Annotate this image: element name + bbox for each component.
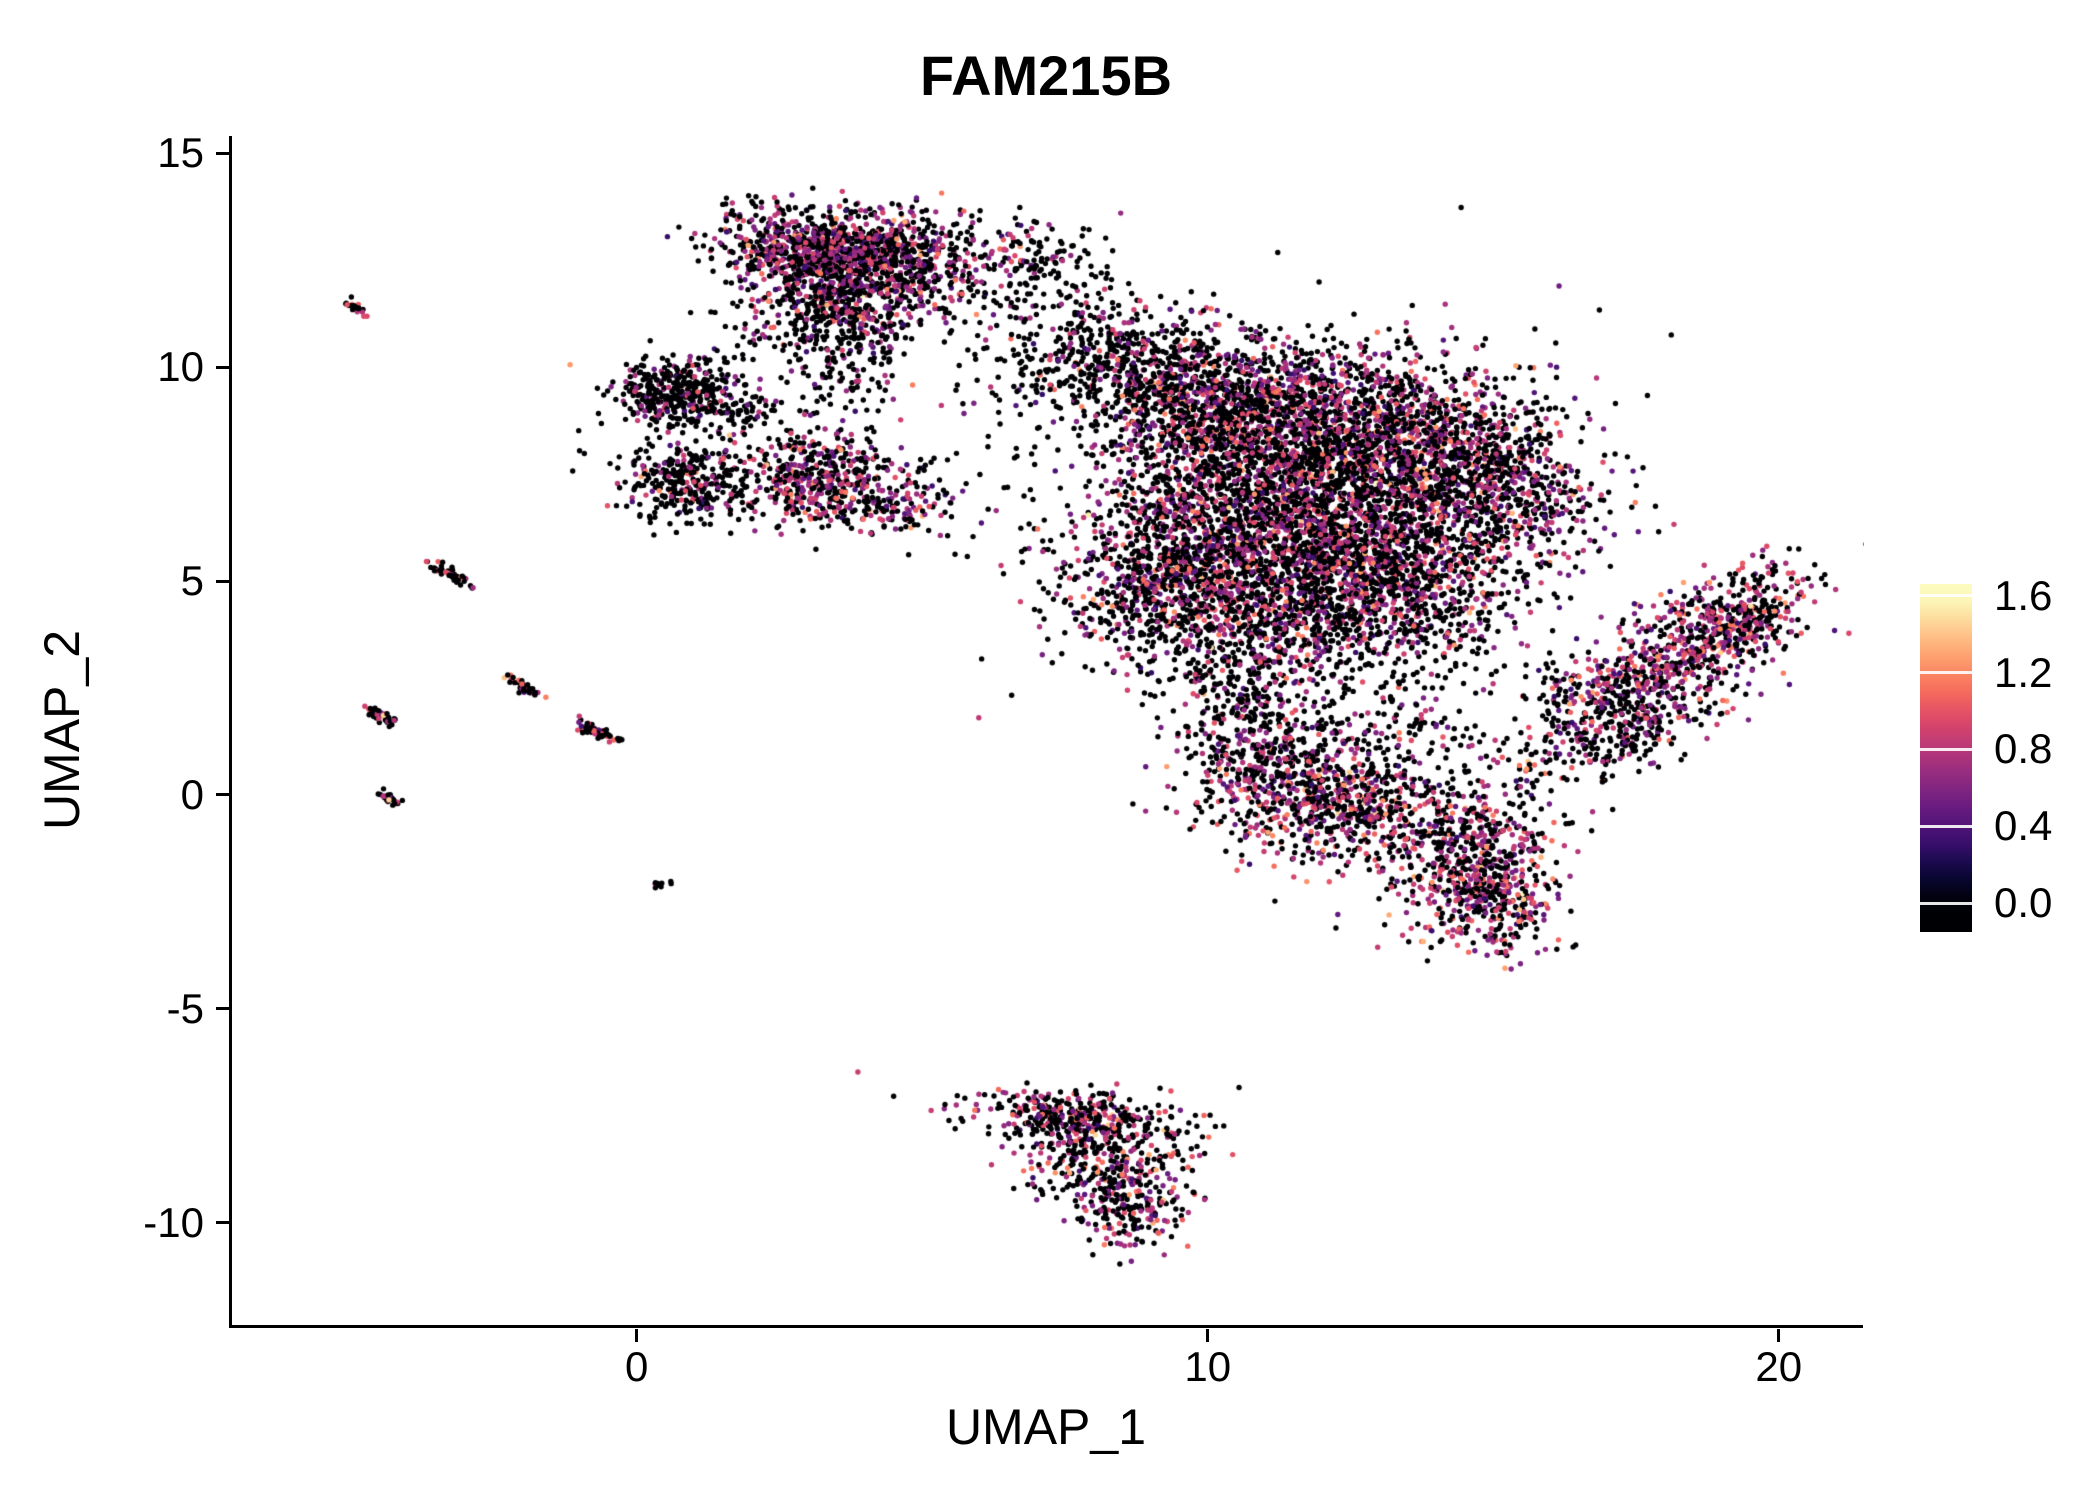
colorbar-tick-mark [1920, 594, 1972, 598]
y-tick-label: 15 [157, 129, 204, 177]
y-tick-label: -10 [143, 1198, 204, 1246]
y-tick-label: 0 [180, 770, 204, 818]
y-tick-mark [216, 579, 229, 583]
y-tick-label: -5 [166, 984, 204, 1032]
y-tick-label: 5 [180, 557, 204, 605]
colorbar-tick-mark [1920, 901, 1972, 905]
colorbar-tick-label: 0.0 [1994, 879, 2053, 926]
y-tick-mark [216, 1007, 229, 1011]
colorbar-gradient [1920, 584, 1972, 932]
y-tick-mark [216, 793, 229, 797]
y-tick-label: 10 [157, 343, 204, 391]
y-tick-mark [216, 365, 229, 369]
colorbar-tick-mark [1920, 671, 1972, 675]
x-tick-label: 0 [625, 1343, 649, 1390]
colorbar-tick-mark [1920, 747, 1972, 751]
colorbar-tick-label: 1.2 [1994, 648, 2053, 696]
x-axis-label: UMAP_1 [945, 1399, 1147, 1455]
colorbar-tick-label: 0.4 [1994, 802, 2053, 850]
x-tick-mark [635, 1329, 639, 1342]
x-tick-label: 10 [1184, 1343, 1232, 1390]
scatter-canvas [232, 136, 1864, 1326]
x-tick-mark [1777, 1329, 1781, 1342]
x-tick-mark [1206, 1329, 1210, 1342]
plot-title: FAM215B [919, 44, 1173, 107]
y-tick-mark [216, 151, 229, 155]
y-tick-mark [216, 1221, 229, 1225]
x-tick-label: 20 [1755, 1343, 1803, 1390]
colorbar-tick-label: 1.6 [1994, 571, 2053, 619]
plot-panel [229, 136, 1864, 1328]
colorbar-tick-mark [1920, 824, 1972, 828]
colorbar-tick-label: 0.8 [1994, 725, 2053, 773]
y-axis-label: UMAP_2 [34, 629, 90, 831]
